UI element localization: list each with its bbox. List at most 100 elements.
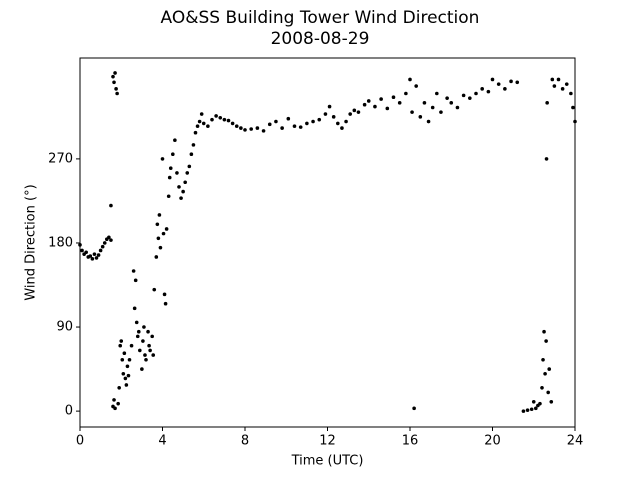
data-point [94,256,99,260]
data-point [155,222,160,227]
data-point [191,143,196,147]
data-point [88,254,93,258]
data-point [100,244,105,249]
data-point [96,253,101,257]
data-point [542,329,546,334]
data-point [156,236,161,241]
data-point [298,125,303,129]
data-point [162,292,167,297]
data-point [163,301,168,306]
data-point [418,115,423,119]
data-point [569,91,573,96]
data-point [167,175,172,180]
data-point [115,91,119,96]
data-point [545,101,549,105]
data-point [449,101,454,105]
data-point [120,357,125,362]
data-point [121,371,126,376]
data-point [206,124,210,128]
data-point [187,164,192,169]
data-point [123,376,128,381]
data-point [366,99,371,103]
data-point [230,121,235,126]
data-point [509,79,513,84]
data-point [127,357,132,362]
x-tick-label: 20 [484,434,501,449]
data-point [177,185,181,189]
data-point [344,119,348,124]
data-point [373,104,377,109]
data-point [164,227,169,231]
data-point [521,409,526,413]
data-point [132,306,137,311]
data-point [549,399,554,404]
data-point [261,129,266,133]
data-point [397,101,402,105]
data-point [404,91,408,96]
x-tick-label: 8 [241,434,249,449]
data-point [193,130,198,135]
data-point [348,112,352,116]
data-point [125,364,130,369]
data-point [474,91,478,96]
data-point [305,121,309,126]
data-point [118,343,123,348]
data-point [142,325,146,329]
data-point [544,339,548,343]
x-axis-label: Time (UTC) [291,454,364,469]
data-point [546,390,550,395]
data-point [274,119,278,124]
data-point [98,248,103,253]
data-point [133,278,138,283]
y-tick-label: 180 [48,235,73,250]
data-point [552,84,557,88]
data-point [280,126,284,130]
data-point [158,245,163,250]
data-point [157,213,162,217]
data-point [379,97,383,101]
data-point [435,91,439,96]
data-point [515,80,520,85]
data-point [84,250,88,255]
data-point [102,241,107,245]
data-point [239,126,243,130]
data-point [267,122,272,127]
data-point [408,77,412,82]
data-point [540,385,544,390]
data-point [119,339,124,343]
data-point [317,117,322,122]
data-point [150,334,154,339]
data-point [90,257,95,261]
data-point [183,180,187,185]
data-point [531,399,536,404]
data-point [529,407,534,412]
data-point [286,116,291,121]
data-point [336,121,340,126]
data-point [455,105,460,110]
data-point [148,348,152,353]
data-point [131,269,136,273]
data-point [541,357,545,362]
data-point [461,93,466,98]
data-point [179,196,183,200]
data-point [564,82,569,86]
data-point [152,287,157,292]
data-point [255,126,260,130]
data-point [210,117,214,122]
data-point [195,124,200,128]
data-point [556,77,561,82]
data-point [114,87,118,91]
data-point [496,82,501,86]
y-axis-label: Wind Direction (°) [24,184,39,300]
data-point [311,119,315,124]
x-tick-label: 4 [158,434,166,449]
data-point [197,119,202,124]
data-point [112,398,116,402]
data-point [468,96,472,100]
data-point [222,117,227,122]
data-point [422,101,427,105]
data-point [109,203,113,208]
data-point [141,339,145,343]
data-point [503,87,507,91]
data-point [249,127,253,131]
